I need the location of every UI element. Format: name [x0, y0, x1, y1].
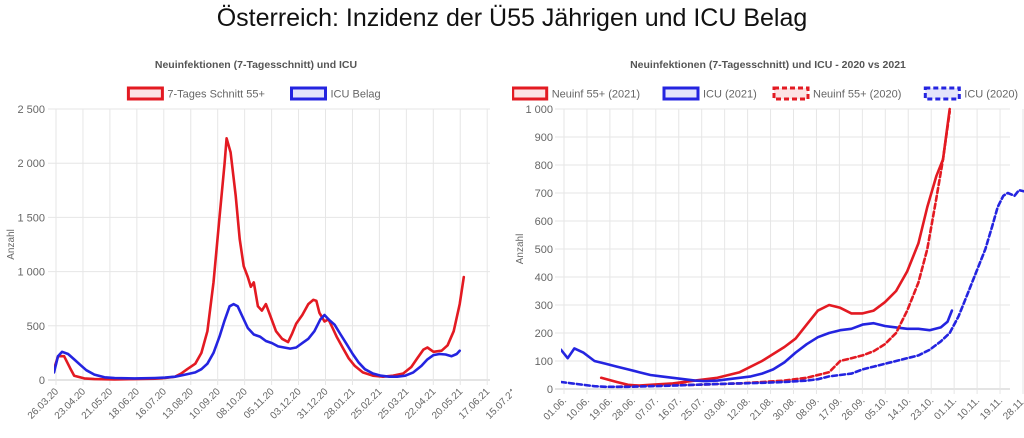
y-tick-label: 100 — [535, 356, 553, 368]
y-tick-label: 300 — [535, 300, 553, 312]
series-line-1 — [599, 107, 951, 387]
x-tick-label: 23.10. — [909, 395, 936, 422]
chart-legend: 7-Tages Schnitt 55+ ICU Belag — [126, 86, 381, 101]
page-title: Österreich: Inzidenz der Ü55 Jährigen un… — [216, 4, 808, 32]
x-tick-label: 14.10. — [886, 395, 913, 422]
legend-label: Neuinf 55+ (2021) — [552, 89, 640, 101]
y-tick-label: 0 — [547, 384, 553, 396]
x-tick-label: 21.08. — [748, 395, 775, 422]
y-tick-label: 400 — [535, 272, 553, 284]
chart-title: Neuinfektionen (7-Tagesschnitt) und ICU — [155, 59, 357, 71]
y-axis-label: Anzahl — [6, 229, 17, 260]
legend-swatch — [290, 86, 327, 101]
y-tick-label: 1 000 — [17, 267, 45, 279]
series-line-2 — [54, 302, 461, 380]
legend-swatch — [126, 86, 164, 101]
series-line-4 — [561, 188, 1024, 389]
y-axis-label: Anzahl — [515, 234, 526, 265]
legend-item: Neuinf 55+ (2020) — [772, 86, 901, 101]
legend-label: ICU Belag — [331, 89, 381, 101]
y-tick-label: 500 — [27, 321, 45, 333]
x-tick-label: 17.09. — [817, 395, 844, 422]
y-tick-label: 200 — [535, 328, 553, 340]
x-tick-label: 01.06. — [542, 395, 569, 422]
legend-swatch — [512, 86, 549, 101]
x-tick-label: 10.06. — [565, 395, 592, 422]
x-tick-label: 07.07. — [633, 395, 660, 422]
y-tick-label: 500 — [535, 244, 553, 256]
y-tick-label: 2 500 — [17, 104, 45, 116]
legend-swatch — [772, 86, 810, 101]
x-tick-label: 25.07. — [679, 395, 706, 422]
x-tick-label: 03.08. — [702, 395, 729, 422]
legend-label: ICU (2021) — [703, 89, 757, 101]
chart-legend: Neuinf 55+ (2021) ICU (2021) Neuinf 55+ (2… — [512, 86, 1018, 101]
y-tick-label: 600 — [535, 216, 553, 228]
x-tick-label: 19.06. — [588, 395, 615, 422]
y-tick-label: 1 500 — [17, 212, 45, 224]
x-tick-label: 19.11. — [978, 395, 1005, 422]
y-gridlines: 0 100 200 300 400 500 600 700 800 900 1 000 — [525, 104, 1010, 396]
y-tick-label: 800 — [535, 160, 553, 172]
y-tick-label: 1 000 — [525, 104, 553, 116]
legend-item: Neuinf 55+ (2021) — [512, 86, 640, 101]
chart-title: Neuinfektionen (7-Tagesschnitt) und ICU … — [630, 59, 906, 71]
y-tick-label: 0 — [39, 375, 45, 387]
x-tick-label: 05.10. — [863, 395, 890, 422]
legend-swatch — [662, 86, 700, 101]
left-chart: Neuinfektionen (7-Tagesschnitt) und ICU 7… — [6, 59, 512, 422]
legend-label: Neuinf 55+ (2020) — [813, 89, 901, 101]
legend-item: ICU Belag — [290, 86, 381, 101]
legend-label: 7-Tages Schnitt 55+ — [167, 89, 265, 101]
y-gridlines: 0 500 1 000 1 500 2 000 2 500 — [17, 104, 490, 387]
x-tick-label: 26.09. — [840, 395, 867, 422]
y-tick-label: 2 000 — [17, 158, 45, 170]
legend-swatch — [923, 86, 961, 101]
x-tick-label: 12.08. — [725, 395, 752, 422]
x-gridlines: 01.06.10.06.19.06.28.06.07.07.16.07.25.0… — [542, 109, 1024, 423]
legend-item: ICU (2020) — [923, 86, 1018, 101]
y-tick-label: 900 — [535, 132, 553, 144]
legend-item: 7-Tages Schnitt 55+ — [126, 86, 265, 101]
x-tick-label: 30.08. — [771, 395, 798, 422]
right-chart: Neuinfektionen (7-Tagesschnitt) und ICU … — [512, 59, 1024, 423]
series-line-1 — [54, 137, 466, 381]
series-line-2 — [561, 309, 954, 383]
y-tick-label: 700 — [535, 188, 553, 200]
legend-label: ICU (2020) — [964, 89, 1018, 101]
legend-item: ICU (2021) — [662, 86, 757, 101]
x-tick-label: 28.06. — [611, 395, 638, 422]
x-tick-label: 10.11. — [955, 395, 982, 422]
x-tick-label: 16.07. — [656, 395, 683, 422]
x-tick-label: 08.09. — [794, 395, 821, 422]
x-tick-label: 28.11. — [1001, 395, 1024, 422]
x-tick-label: 01.11. — [932, 395, 959, 422]
